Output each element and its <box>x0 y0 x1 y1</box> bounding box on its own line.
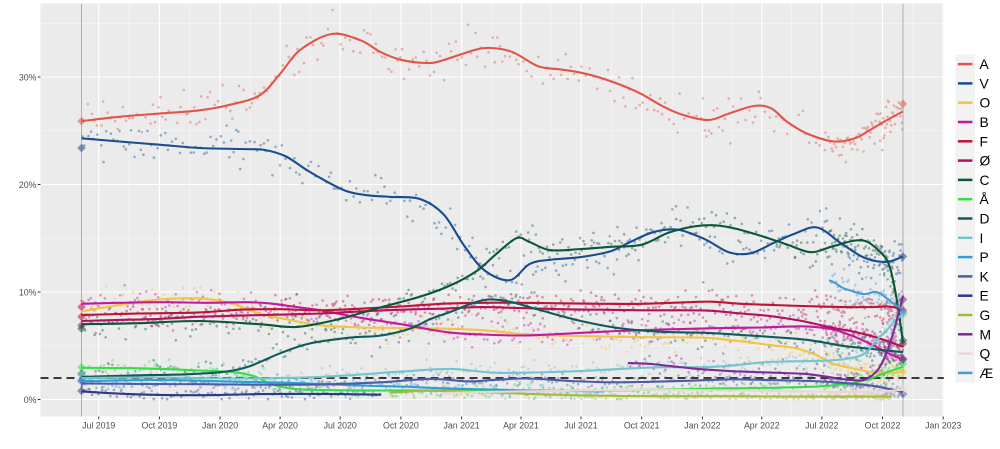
svg-text:Ø: Ø <box>980 154 991 169</box>
svg-text:Oct 2021: Oct 2021 <box>624 420 660 430</box>
svg-text:20%: 20% <box>19 180 37 190</box>
svg-text:C: C <box>980 173 990 188</box>
svg-text:30%: 30% <box>19 72 37 82</box>
svg-text:O: O <box>980 96 991 111</box>
svg-text:P: P <box>980 250 989 265</box>
svg-text:B: B <box>980 115 989 130</box>
svg-text:V: V <box>980 76 990 91</box>
svg-text:I: I <box>980 231 984 246</box>
svg-text:K: K <box>980 269 990 284</box>
svg-text:Jan 2022: Jan 2022 <box>684 420 720 430</box>
svg-text:Jan 2020: Jan 2020 <box>202 420 238 430</box>
svg-text:Oct 2022: Oct 2022 <box>865 420 901 430</box>
svg-text:Apr 2022: Apr 2022 <box>744 420 780 430</box>
svg-text:Jan 2023: Jan 2023 <box>925 420 961 430</box>
svg-text:G: G <box>980 308 991 323</box>
svg-text:M: M <box>980 327 992 342</box>
svg-text:10%: 10% <box>19 287 37 297</box>
svg-text:Jul 2019: Jul 2019 <box>82 420 115 430</box>
svg-text:Oct 2020: Oct 2020 <box>383 420 419 430</box>
svg-text:Jul 2022: Jul 2022 <box>805 420 838 430</box>
svg-text:0%: 0% <box>24 395 37 405</box>
svg-text:Oct 2019: Oct 2019 <box>142 420 178 430</box>
svg-text:Æ: Æ <box>980 366 994 381</box>
svg-text:Apr 2020: Apr 2020 <box>262 420 298 430</box>
svg-text:E: E <box>980 289 989 304</box>
svg-text:Jul 2020: Jul 2020 <box>324 420 357 430</box>
svg-text:D: D <box>980 212 990 227</box>
svg-text:Jul 2021: Jul 2021 <box>564 420 597 430</box>
svg-text:F: F <box>980 134 988 149</box>
svg-text:Å: Å <box>980 191 990 207</box>
svg-text:A: A <box>980 57 990 72</box>
svg-text:Jan 2021: Jan 2021 <box>443 420 479 430</box>
svg-text:Q: Q <box>980 347 991 362</box>
svg-text:Apr 2021: Apr 2021 <box>503 420 539 430</box>
